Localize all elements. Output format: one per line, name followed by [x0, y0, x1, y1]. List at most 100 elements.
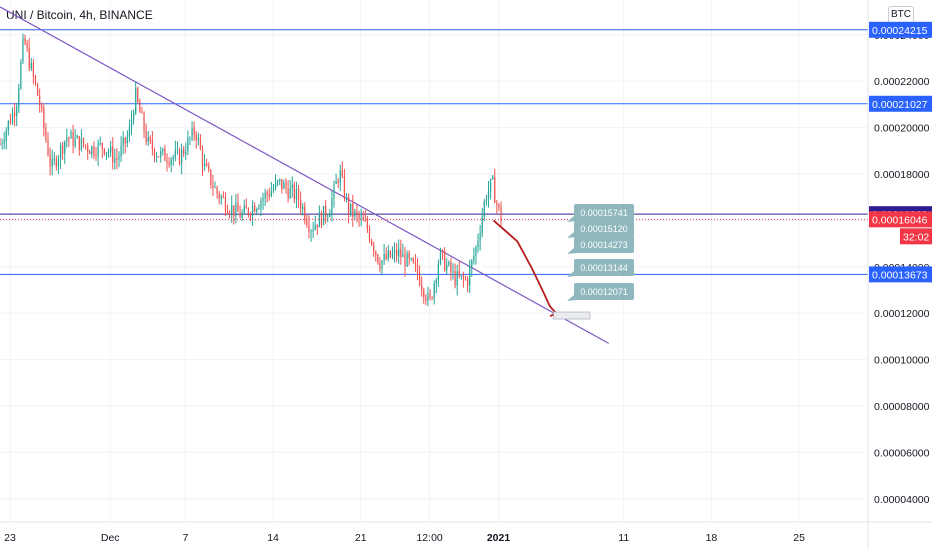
candle-body — [193, 127, 195, 135]
candle-body — [479, 232, 481, 241]
candle-body — [66, 137, 68, 142]
price-axis-labels: 0.000242150.000210270.000162680.00013673… — [869, 21, 932, 283]
candle-body — [118, 156, 120, 160]
candle-body — [270, 190, 273, 197]
candle-body — [212, 185, 214, 188]
candle-body — [333, 183, 335, 199]
candle-body — [103, 148, 106, 154]
candle-body — [287, 188, 289, 199]
time-tick-label: 25 — [793, 532, 805, 544]
candle-body — [466, 279, 469, 286]
candle-body — [441, 249, 444, 252]
candle-body — [1, 143, 3, 145]
candle-body — [149, 137, 151, 141]
candle-body — [11, 112, 14, 124]
candle-body — [120, 145, 122, 157]
candle-body — [235, 202, 237, 216]
candle-body — [47, 140, 49, 156]
candle-body — [126, 137, 128, 144]
candle-body — [222, 196, 224, 198]
candle-body — [87, 145, 89, 152]
candle-body — [492, 176, 494, 179]
candle-body — [362, 217, 364, 221]
candle-body — [26, 43, 28, 49]
time-tick-label: 11 — [618, 532, 629, 544]
candle-body — [241, 213, 243, 218]
candle-body — [354, 210, 356, 217]
candle-body — [289, 187, 291, 199]
candle-body — [410, 258, 412, 260]
candle-body — [277, 180, 279, 182]
candle-body — [464, 278, 467, 280]
candle-body — [327, 217, 329, 219]
candle-body — [375, 251, 377, 255]
candles — [0, 33, 557, 318]
candle-body — [243, 205, 245, 214]
projection-path[interactable] — [492, 219, 557, 314]
candle-body — [293, 184, 295, 200]
candle-body — [291, 184, 293, 188]
candle-body — [306, 220, 308, 226]
candle-body — [347, 196, 350, 214]
candle-body — [249, 214, 252, 216]
candle-body — [320, 212, 323, 226]
candle-body — [160, 151, 162, 157]
candle-body — [448, 262, 450, 265]
candle-body — [345, 196, 348, 199]
candle-body — [412, 258, 414, 263]
candle-body — [168, 162, 170, 165]
candle-body — [158, 156, 160, 158]
price-callout-box — [574, 236, 634, 253]
candle-body — [325, 205, 327, 218]
candle-body — [170, 159, 172, 165]
price-level-tag-label: 0.00024215 — [872, 25, 928, 37]
trendline[interactable] — [0, 6, 610, 344]
price-callout-box — [574, 259, 634, 276]
candle-body — [20, 61, 22, 89]
price-callout-pointer — [567, 216, 577, 222]
time-tick-label: 12:00 — [416, 532, 442, 544]
candle-body — [229, 213, 231, 215]
candle-body — [214, 187, 216, 189]
candle-body — [13, 112, 16, 117]
candle-body — [431, 297, 433, 299]
candle-body — [260, 200, 262, 208]
candle-body — [391, 253, 394, 258]
candle-body — [462, 275, 465, 279]
candle-body — [444, 251, 446, 271]
candle-body — [281, 179, 283, 189]
time-tick-label: 23 — [4, 532, 16, 544]
candle-body — [62, 145, 64, 154]
candle-body — [477, 240, 479, 248]
candle-body — [130, 119, 133, 128]
projection-box[interactable] — [553, 311, 591, 320]
price-callout-label: 0.00013144 — [580, 263, 628, 273]
candle-body — [283, 182, 285, 189]
price-tick-label: 0.00004000 — [874, 494, 930, 506]
projection-callouts: 0.00015741 0.00015120 0.00014273 0.00013144… — [567, 204, 634, 301]
price-tick-label: 0.00006000 — [874, 447, 930, 459]
horizontal-levels[interactable] — [0, 29, 868, 275]
candle-body — [172, 157, 174, 160]
candle-body — [279, 179, 281, 181]
candle-body — [139, 101, 141, 113]
candle-body — [456, 271, 458, 286]
candle-body — [64, 141, 66, 154]
candle-body — [264, 192, 266, 199]
candle-body — [454, 271, 456, 286]
candle-body — [285, 182, 287, 189]
candle-body — [72, 132, 74, 146]
price-callout-pointer — [567, 248, 577, 254]
candle-body — [368, 229, 371, 241]
candle-body — [494, 176, 496, 203]
candle-body — [414, 262, 417, 264]
candle-body — [191, 127, 193, 138]
candle-body — [314, 224, 316, 230]
time-axis[interactable]: 23 Dec 7 14 21 12:00 2021 11 18 25 — [0, 521, 932, 544]
candle-body — [203, 163, 206, 167]
price-level-tag — [869, 95, 932, 112]
candle-body — [151, 140, 154, 150]
candle-body — [9, 120, 12, 124]
candle-body — [124, 137, 126, 144]
